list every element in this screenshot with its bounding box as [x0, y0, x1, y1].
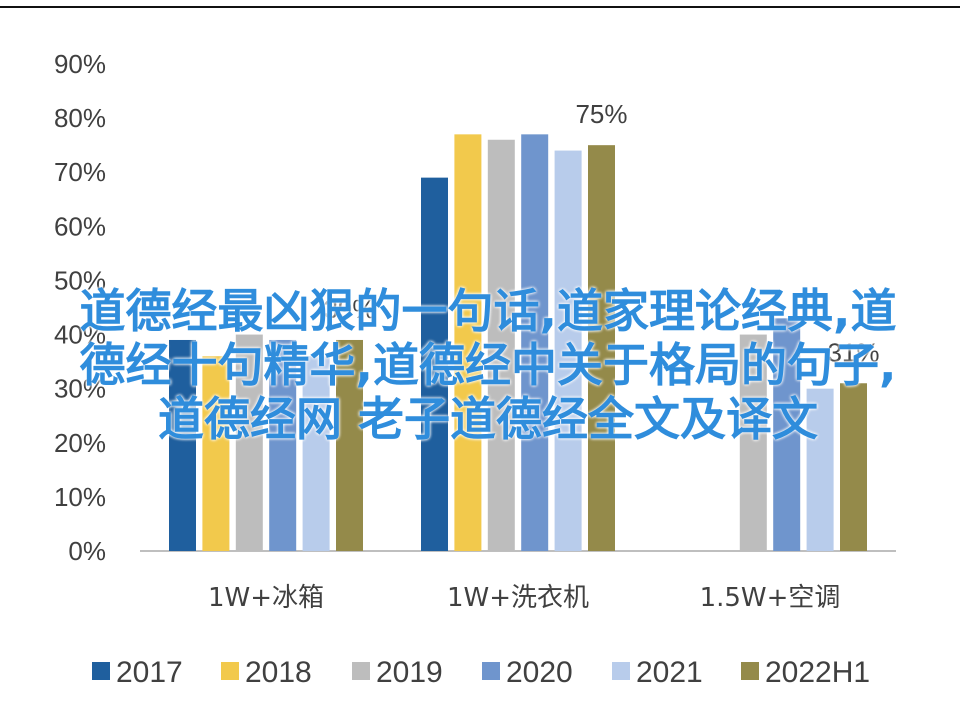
- bar-2021-0: [302, 356, 330, 551]
- data-label: 39%: [323, 294, 375, 324]
- bar-2018-0: [202, 356, 230, 551]
- y-tick-label: 20%: [54, 428, 106, 458]
- legend-swatch: [482, 662, 500, 680]
- legend-swatch: [352, 662, 370, 680]
- x-axis-labels: 1W+冰箱 1W+洗衣机 1.5W+空调: [208, 583, 840, 613]
- x-category-label: 1.5W+空调: [700, 583, 841, 613]
- y-tick-label: 90%: [54, 49, 106, 79]
- y-tick-label: 0%: [68, 536, 106, 566]
- y-tick-label: 10%: [54, 482, 106, 512]
- y-tick-label: 30%: [54, 374, 106, 404]
- top-border-line: [0, 6, 960, 8]
- bar-2019-2: [739, 334, 767, 551]
- data-label: 31%: [827, 337, 879, 367]
- legend-label: 2022H1: [765, 656, 870, 689]
- overlay-line: 道德经最凶狠的一句话,道家理论经典,道: [79, 284, 897, 338]
- legend-label: 2019: [376, 656, 443, 689]
- bar-2020-1: [521, 134, 549, 551]
- bar-2018-1: [454, 134, 482, 551]
- bar-2022H1-2: [840, 383, 867, 551]
- y-tick-label: 40%: [54, 320, 106, 350]
- x-category-label: 1W+冰箱: [208, 583, 324, 613]
- legend: 2017 2018 2019 2020 2021 2022H1: [92, 656, 870, 689]
- bar-2021-1: [554, 150, 582, 552]
- data-labels-group: 39% 75% 31%: [323, 99, 879, 367]
- legend-swatch: [741, 662, 759, 680]
- bar-2020-2: [773, 318, 801, 551]
- bar-2019-0: [235, 334, 263, 551]
- y-tick-label: 80%: [54, 103, 106, 133]
- x-category-label: 1W+洗衣机: [447, 583, 589, 613]
- legend-label: 2021: [636, 656, 703, 689]
- overlay-line: 德经十句精华,道德经中关于格局的句子,: [79, 338, 897, 392]
- bar-2017-1: [421, 177, 448, 551]
- watermark-overlay-text: 道德经最凶狠的一句话,道家理论经典,道 德经十句精华,道德经中关于格局的句子, …: [0, 284, 976, 446]
- y-tick-label: 60%: [54, 211, 106, 241]
- y-tick-label: 50%: [54, 265, 106, 295]
- legend-label: 2018: [245, 656, 312, 689]
- bars-group: [169, 134, 867, 552]
- legend-swatch: [92, 662, 110, 680]
- data-label: 75%: [575, 99, 627, 129]
- legend-label: 2017: [116, 656, 183, 689]
- y-axis: 0% 10% 20% 30% 40% 50% 60% 70% 80% 90%: [54, 49, 106, 566]
- legend-label: 2020: [506, 656, 573, 689]
- bar-2021-2: [806, 388, 834, 551]
- y-tick-label: 70%: [54, 157, 106, 187]
- bar-2017-0: [169, 339, 196, 551]
- bar-2022H1-1: [588, 145, 615, 551]
- overlay-line: 道德经网 老子道德经全文及译文: [157, 392, 818, 446]
- bar-2022H1-0: [336, 339, 363, 551]
- bar-2020-0: [269, 339, 297, 551]
- legend-swatch: [221, 662, 239, 680]
- bar-2019-1: [487, 139, 515, 551]
- legend-swatch: [612, 662, 630, 680]
